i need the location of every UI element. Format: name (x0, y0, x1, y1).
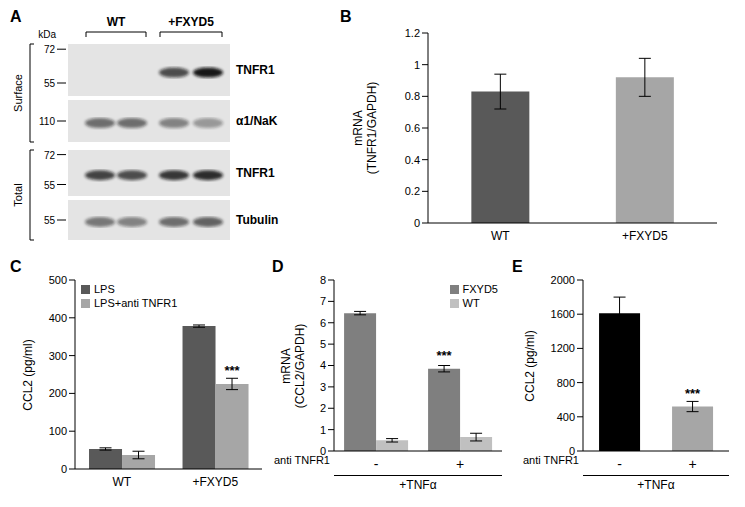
html-text:+TNFα: +TNFα (399, 478, 437, 492)
svg-text:+FXYD5: +FXYD5 (168, 15, 214, 29)
html-text:(CCL2/GAPDH): (CCL2/GAPDH) (293, 323, 307, 408)
html-text:anti TNFR1: anti TNFR1 (274, 454, 330, 466)
svg-text:TNFR1: TNFR1 (236, 63, 275, 77)
svg-text:A: A (10, 8, 22, 25)
svg-text:-: - (617, 456, 622, 472)
svg-text:***: *** (436, 348, 452, 363)
svg-text:0.8: 0.8 (405, 90, 420, 102)
svg-text:1200: 1200 (551, 342, 575, 354)
svg-text:1: 1 (414, 59, 420, 71)
svg-text:0: 0 (61, 463, 67, 475)
svg-text:72: 72 (44, 150, 56, 161)
svg-text:7: 7 (320, 295, 326, 307)
svg-text:Total: Total (12, 183, 24, 206)
svg-text:200: 200 (49, 387, 67, 399)
svg-text:0: 0 (319, 444, 326, 457)
html-text:LPS+anti TNFR1: LPS+anti TNFR1 (94, 297, 178, 309)
svg-text:kDa: kDa (38, 29, 56, 40)
svg-text:***: *** (224, 363, 240, 378)
html-text:E: E (512, 258, 523, 275)
svg-text:1600: 1600 (551, 308, 575, 320)
html-text:CCL2 (pg/ml): CCL2 (pg/ml) (522, 329, 537, 402)
html-text:C: C (10, 258, 22, 275)
svg-text:110: 110 (39, 116, 55, 127)
svg-text:400: 400 (49, 312, 67, 324)
html-text:CCL2 (pg/ml): CCL2 (pg/ml) (20, 338, 35, 411)
svg-text:2: 2 (320, 402, 326, 414)
svg-text:100: 100 (49, 425, 67, 437)
svg-text:6: 6 (320, 317, 326, 329)
html-text:D: D (272, 258, 284, 275)
svg-text:500: 500 (49, 274, 67, 286)
html-text:+TNFα: +TNFα (637, 478, 675, 492)
svg-text:0.2: 0.2 (405, 185, 420, 197)
html-text:LPS: LPS (94, 283, 115, 295)
svg-text:0: 0 (568, 444, 575, 457)
html-text:B: B (340, 8, 352, 25)
svg-text:5: 5 (320, 338, 326, 350)
svg-text:2000: 2000 (551, 274, 575, 286)
svg-text:400: 400 (557, 411, 575, 423)
svg-text:Tubulin: Tubulin (236, 213, 278, 227)
svg-text:WT: WT (112, 475, 131, 489)
svg-text:1.2: 1.2 (405, 27, 420, 39)
svg-text:α1/NaK: α1/NaK (236, 114, 278, 128)
html-text:mRNA: mRNA (351, 110, 365, 146)
svg-text:Surface: Surface (12, 74, 24, 112)
svg-text:55: 55 (44, 180, 56, 191)
svg-text:+: + (456, 456, 464, 472)
html-text:mRNA: mRNA (279, 347, 293, 384)
svg-text:1: 1 (320, 424, 326, 436)
svg-text:72: 72 (44, 44, 56, 55)
svg-text:+FXYD5: +FXYD5 (192, 475, 238, 489)
svg-text:0.6: 0.6 (405, 122, 420, 134)
svg-text:WT: WT (107, 15, 126, 29)
html-text:WT: WT (462, 297, 480, 309)
svg-text:8: 8 (320, 274, 326, 286)
svg-text:3: 3 (320, 381, 326, 393)
svg-text:TNFR1: TNFR1 (236, 166, 275, 180)
html-text:anti TNFR1: anti TNFR1 (523, 454, 579, 466)
svg-text:-: - (374, 456, 379, 472)
svg-text:800: 800 (557, 377, 575, 389)
svg-text:+FXYD5: +FXYD5 (622, 229, 668, 243)
svg-text:300: 300 (49, 350, 67, 362)
svg-text:4: 4 (320, 359, 326, 371)
svg-text:+: + (688, 456, 696, 472)
svg-text:55: 55 (44, 78, 56, 89)
svg-text:***: *** (685, 386, 701, 401)
svg-text:0: 0 (414, 217, 420, 229)
html-text:(TNFR1/GAPDH): (TNFR1/GAPDH) (365, 81, 379, 175)
svg-text:55: 55 (44, 215, 56, 226)
html-text:FXYD5: FXYD5 (462, 283, 498, 295)
svg-text:WT: WT (491, 229, 510, 243)
svg-text:0.4: 0.4 (405, 154, 420, 166)
